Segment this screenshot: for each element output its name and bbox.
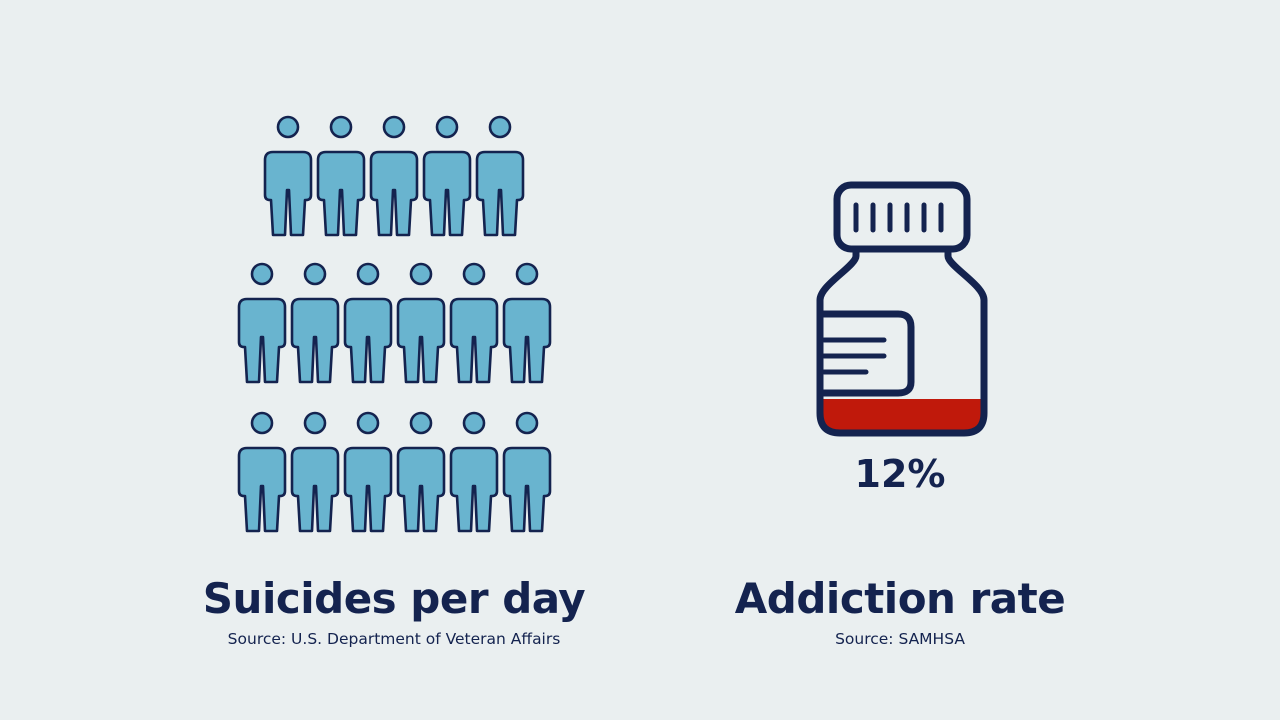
person-icon: [475, 115, 525, 237]
person-icon: [263, 115, 313, 237]
suicides-title: Suicides per day: [202, 574, 586, 623]
person-icon: [396, 411, 446, 533]
addiction-title: Addiction rate: [734, 574, 1066, 623]
person-icon: [369, 115, 419, 237]
person-icon: [449, 411, 499, 533]
person-icon: [237, 262, 287, 384]
addiction-rate-value: 12%: [854, 452, 946, 496]
person-icon: [449, 262, 499, 384]
bottle-body: [816, 250, 988, 437]
cap-ridges: [853, 202, 944, 233]
person-icon: [502, 411, 552, 533]
person-icon: [422, 115, 472, 237]
suicides-source: Source: U.S. Department of Veteran Affai…: [227, 630, 561, 648]
addiction-source: Source: SAMHSA: [835, 630, 965, 648]
bottle-liquid: [820, 399, 984, 433]
person-icon: [237, 411, 287, 533]
bottle-label: [822, 310, 915, 397]
person-icon: [290, 411, 340, 533]
label-lines: [821, 337, 887, 375]
person-icon: [502, 262, 552, 384]
person-icon: [316, 115, 366, 237]
person-icon: [343, 411, 393, 533]
person-icon: [290, 262, 340, 384]
person-icon: [396, 262, 446, 384]
person-icon: [343, 262, 393, 384]
bottle-cap: [833, 181, 971, 253]
